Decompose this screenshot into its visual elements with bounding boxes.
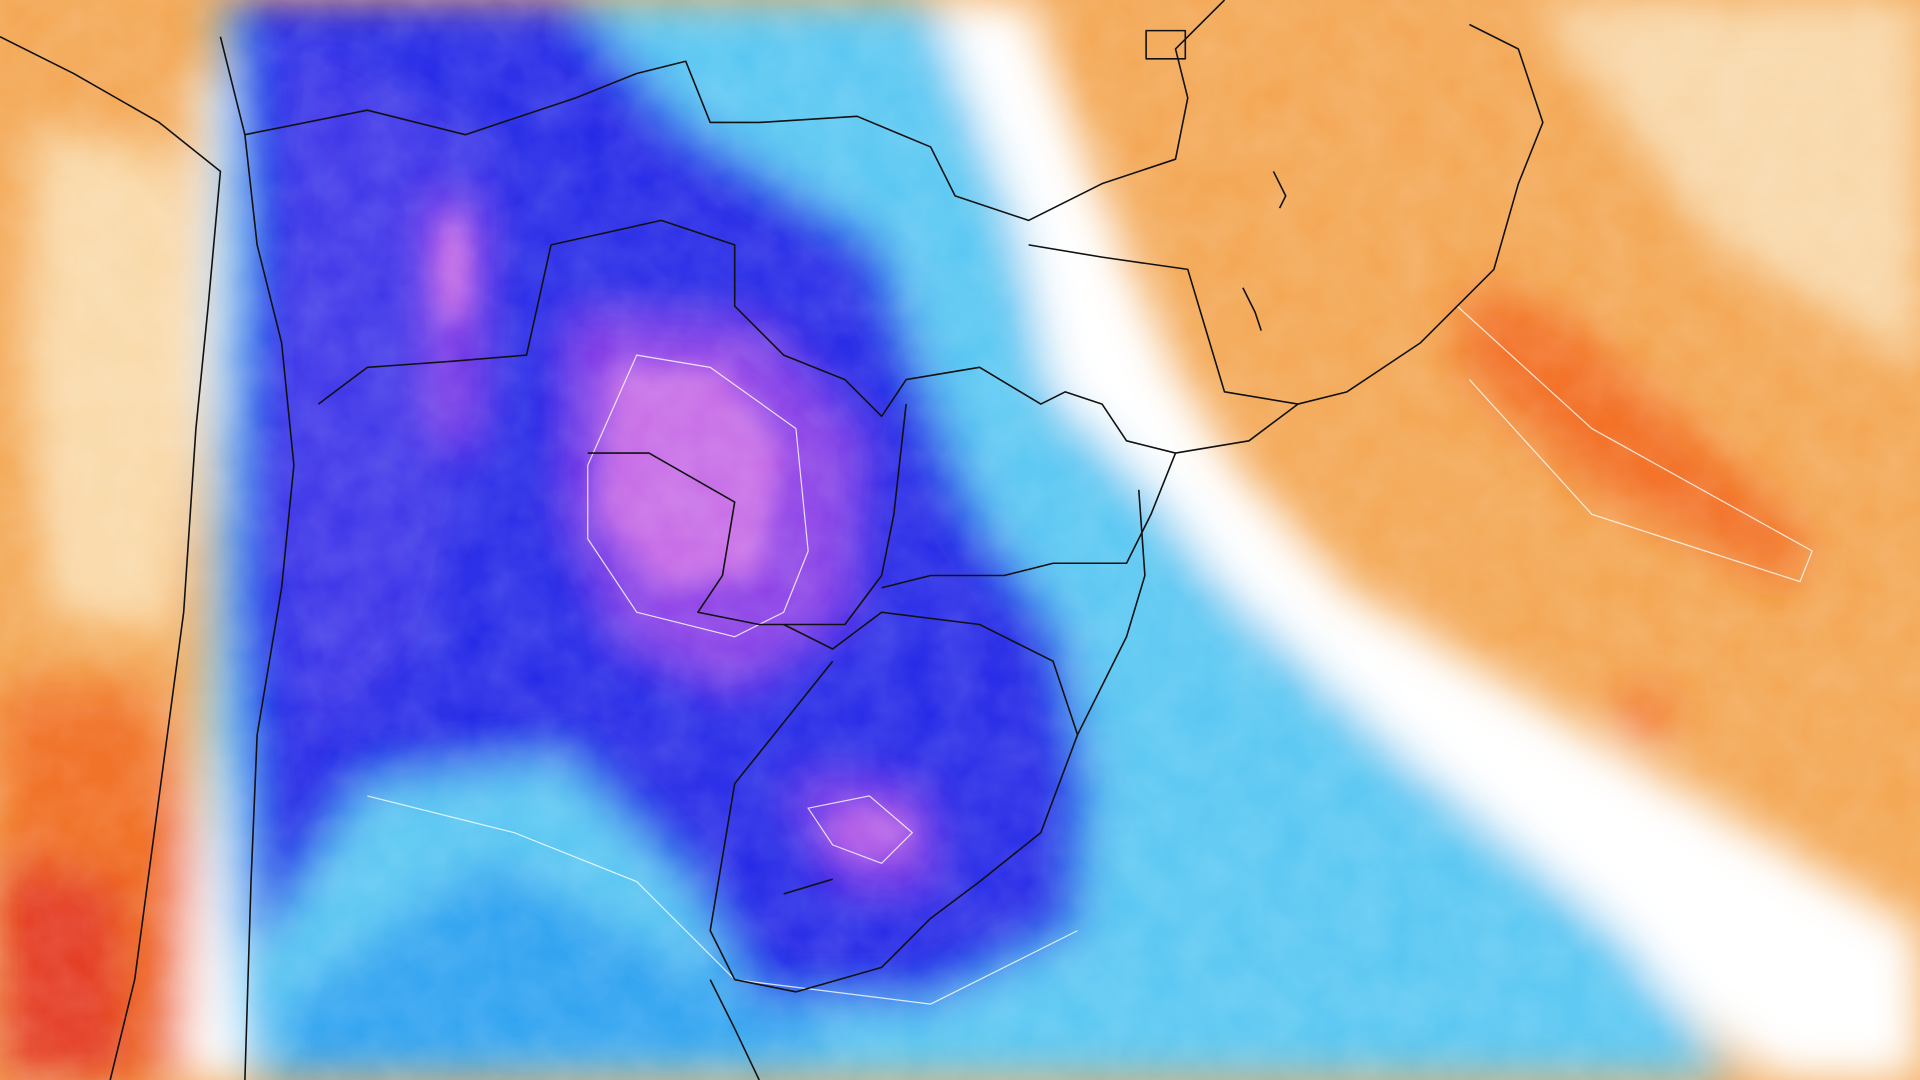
border bbox=[317, 244, 552, 405]
contour-line bbox=[587, 354, 809, 638]
border bbox=[550, 219, 1299, 454]
border bbox=[709, 611, 1079, 993]
reservoir bbox=[1242, 287, 1262, 331]
reservoir bbox=[1145, 29, 1187, 60]
borders bbox=[0, 0, 1544, 1080]
contour-line bbox=[1456, 305, 1814, 583]
border bbox=[244, 0, 1226, 222]
reservoir bbox=[1272, 171, 1287, 209]
border bbox=[709, 979, 760, 1080]
contours bbox=[367, 305, 1814, 1005]
border bbox=[587, 403, 907, 626]
lagoon bbox=[783, 878, 833, 895]
contour-line bbox=[367, 795, 1078, 1005]
contour-line bbox=[807, 795, 914, 864]
coastline bbox=[1076, 489, 1146, 736]
border bbox=[1028, 23, 1544, 405]
border bbox=[219, 36, 295, 1080]
coastline bbox=[0, 36, 222, 1080]
border bbox=[881, 452, 1177, 589]
